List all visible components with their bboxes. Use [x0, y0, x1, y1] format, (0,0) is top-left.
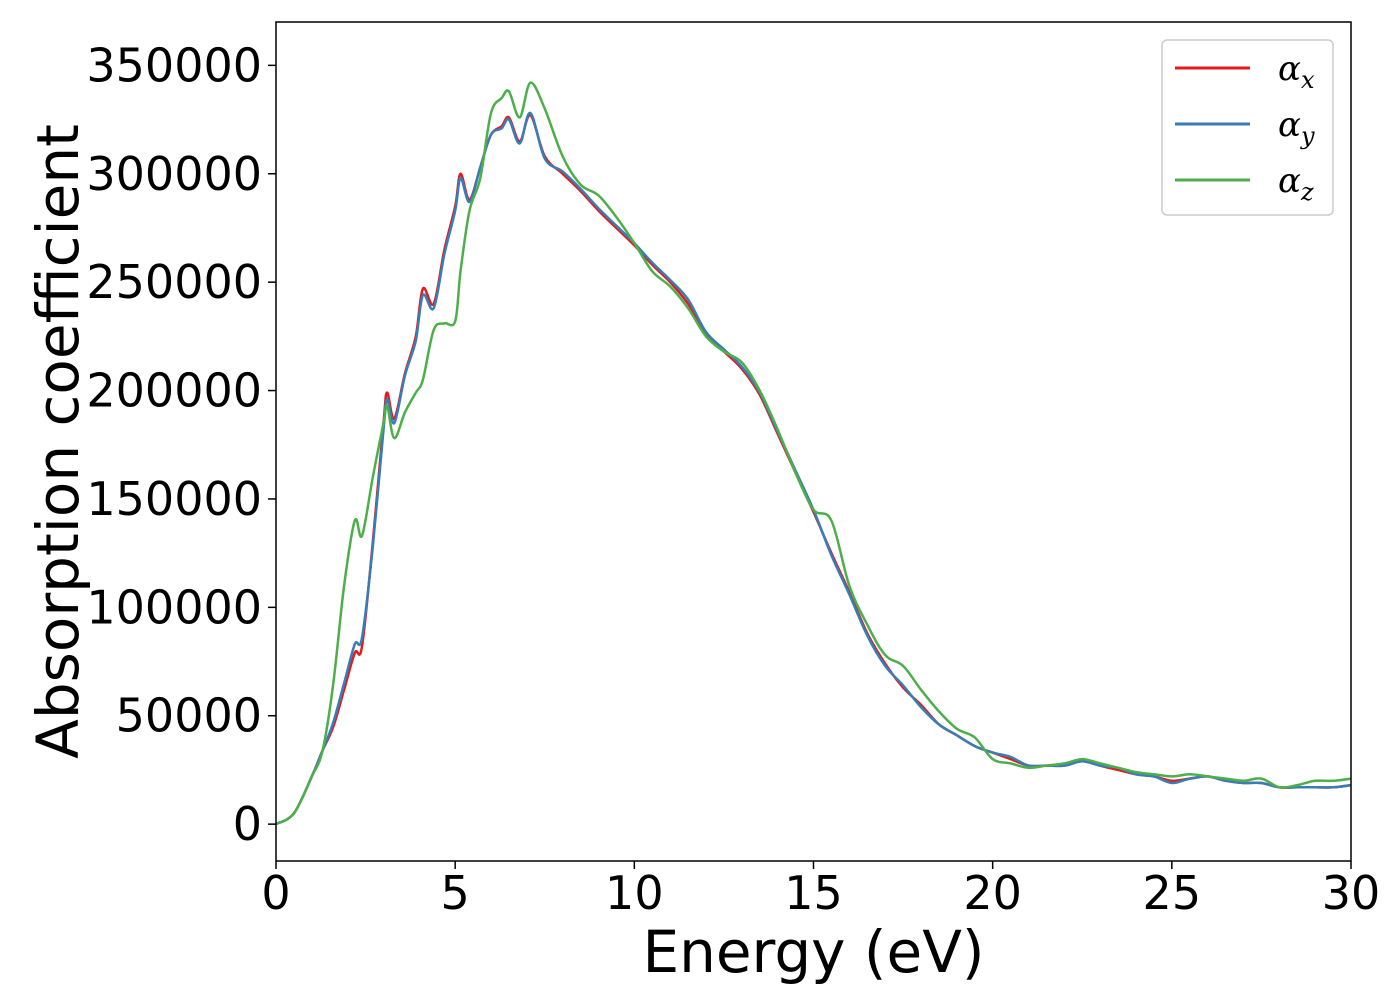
series-line-y: [276, 113, 1351, 824]
x-tick-label: 20: [963, 866, 1022, 920]
x-tick-label: 5: [441, 866, 470, 920]
y-tick-label: 0: [233, 797, 262, 851]
y-tick-label: 100000: [86, 580, 262, 634]
y-axis-label: Absorption coefficient: [24, 124, 92, 759]
x-axis-label: Energy (eV): [642, 918, 984, 986]
y-tick-label: 300000: [86, 147, 262, 201]
x-tick-label: 30: [1322, 866, 1381, 920]
x-axis-ticks: 0 5 10 15 20 25 30: [261, 861, 1380, 920]
x-tick-label: 0: [261, 866, 290, 920]
x-tick-label: 10: [605, 866, 664, 920]
x-tick-label: 25: [1143, 866, 1202, 920]
x-tick-label: 15: [784, 866, 843, 920]
series-line-x: [276, 115, 1351, 824]
y-tick-label: 150000: [86, 472, 262, 526]
y-tick-label: 350000: [86, 38, 262, 92]
y-tick-label: 250000: [86, 255, 262, 309]
y-tick-label: 50000: [116, 689, 262, 743]
y-tick-label: 200000: [86, 364, 262, 418]
y-axis-ticks: 0 50000 100000 150000 200000 250000 300000 3500…: [86, 38, 276, 851]
